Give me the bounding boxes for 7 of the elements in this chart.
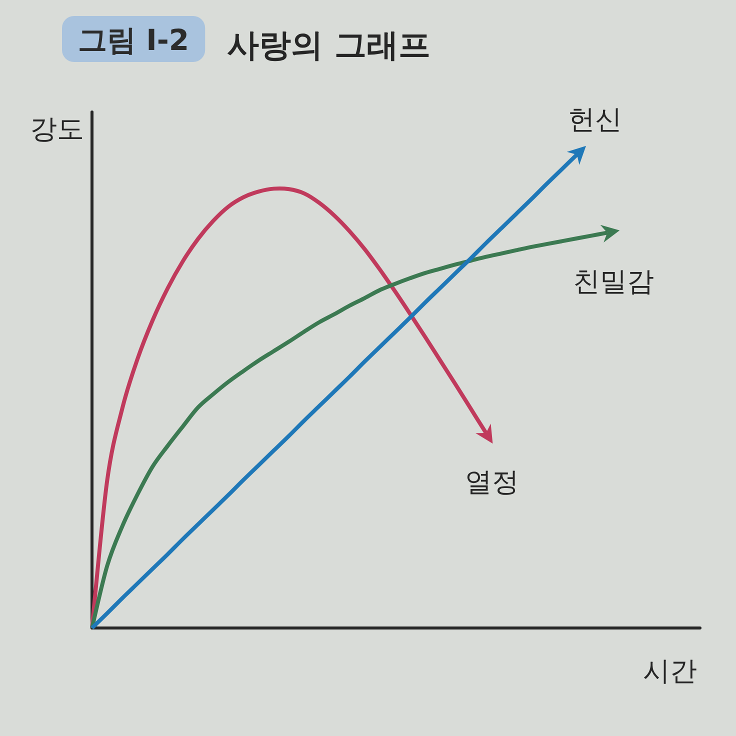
series-label: 친밀감 (572, 266, 654, 298)
x-axis-title: 시간 (643, 656, 697, 687)
series-label: 헌신 (568, 104, 622, 136)
y-axis-title: 강도 (30, 114, 84, 145)
text: 그림 I-2 (78, 23, 190, 57)
series-label: 열정 (465, 466, 520, 498)
chart-title: 사랑의 그래프 (227, 26, 430, 64)
